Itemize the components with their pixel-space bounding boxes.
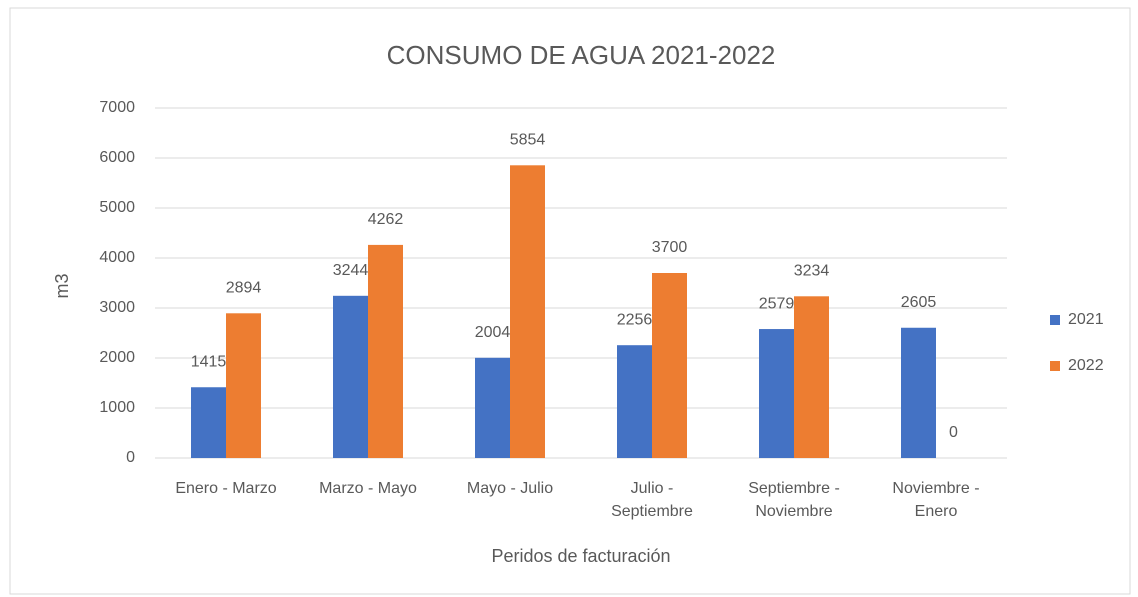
data-label: 2579 (759, 295, 795, 312)
y-tick-label: 4000 (99, 249, 135, 266)
data-label: 0 (949, 424, 958, 441)
chart-border (9, 7, 1131, 595)
y-tick-label: 2000 (99, 349, 135, 366)
y-tick-label: 1000 (99, 399, 135, 416)
data-label: 3234 (794, 263, 830, 280)
bar (368, 244, 403, 458)
bar (510, 165, 545, 459)
legend-label: 2021 (1068, 311, 1104, 328)
legend-label: 2022 (1068, 357, 1104, 374)
x-tick-label: Julio - Septiembre (611, 480, 693, 520)
bar (652, 273, 687, 458)
y-axis-title: m3 (52, 273, 72, 298)
x-tick-label: Septiembre - Noviembre (748, 480, 840, 520)
data-label: 2004 (475, 324, 511, 341)
chart-title: CONSUMO DE AGUA 2021-2022 (387, 40, 776, 70)
bar (617, 345, 652, 458)
data-label: 3244 (333, 262, 369, 279)
y-tick-label: 6000 (99, 149, 135, 166)
legend-swatch (1050, 315, 1060, 325)
x-tick-label: Marzo - Mayo (319, 480, 417, 497)
y-tick-label: 7000 (99, 99, 135, 116)
bar (475, 357, 510, 458)
y-tick-label: 3000 (99, 299, 135, 316)
legend-swatch (1050, 361, 1060, 371)
data-label: 4262 (368, 211, 404, 228)
x-tick-label: Mayo - Julio (466, 480, 554, 497)
x-tick-label: Noviembre - Enero (892, 480, 980, 520)
data-label: 2605 (901, 294, 937, 311)
bar (333, 295, 368, 458)
data-label: 2894 (226, 280, 262, 297)
bar (759, 329, 794, 458)
y-tick-label: 0 (126, 449, 135, 466)
data-label: 2256 (617, 311, 653, 328)
bar (794, 296, 829, 458)
bar (901, 327, 936, 458)
bar (191, 387, 226, 458)
y-tick-label: 5000 (99, 199, 135, 216)
data-label: 5854 (510, 132, 546, 149)
x-axis-title: Peridos de facturación (491, 546, 670, 566)
bar (226, 313, 261, 458)
data-label: 1415 (191, 353, 227, 370)
x-tick-label: Enero - Marzo (175, 480, 277, 497)
data-label: 3700 (652, 239, 688, 256)
